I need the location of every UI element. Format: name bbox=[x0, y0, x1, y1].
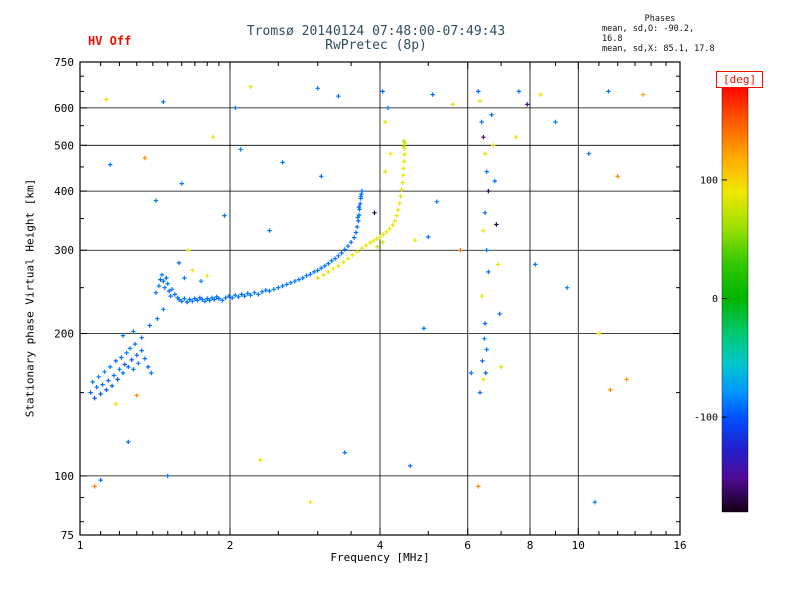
x-axis-label: Frequency [MHz] bbox=[330, 551, 430, 564]
svg-text:1: 1 bbox=[77, 539, 84, 552]
phases-label: Phases bbox=[644, 14, 676, 24]
svg-text:6: 6 bbox=[464, 539, 471, 552]
svg-text:75: 75 bbox=[61, 529, 74, 542]
plot-subtitle: RwPretec (8p) bbox=[325, 38, 427, 53]
phases-x-stats: mean, sd,X: 85.1, 17.8 bbox=[602, 44, 715, 54]
svg-text:100: 100 bbox=[700, 175, 718, 186]
axis-ticks bbox=[79, 61, 681, 536]
tick-labels: 1 2 4 6 8 10 16 75 100 200 300 400 500 600 750 bbox=[54, 56, 687, 552]
scatter-points bbox=[88, 84, 646, 505]
phases-stats: Phases mean, sd,O: -90.2, 16.8 mean, sd,… bbox=[602, 14, 718, 54]
plot-title: Tromsø 20140124 07:48:00-07:49:43 bbox=[246, 24, 506, 39]
colorbar-ticks: 100 0 -100 bbox=[694, 175, 727, 424]
svg-text:16: 16 bbox=[673, 539, 686, 552]
svg-text:600: 600 bbox=[54, 102, 74, 115]
y-axis-label: Stationary phase Virtual Height [km] bbox=[23, 178, 37, 418]
svg-text:-100: -100 bbox=[694, 413, 718, 424]
svg-text:500: 500 bbox=[54, 139, 74, 152]
svg-text:0: 0 bbox=[712, 294, 718, 305]
svg-text:2: 2 bbox=[227, 539, 234, 552]
svg-text:8: 8 bbox=[527, 539, 534, 552]
svg-text:4: 4 bbox=[377, 539, 384, 552]
svg-text:10: 10 bbox=[572, 539, 585, 552]
svg-text:750: 750 bbox=[54, 56, 74, 69]
hv-status: HV Off bbox=[88, 34, 132, 48]
svg-text:400: 400 bbox=[54, 185, 74, 198]
svg-text:300: 300 bbox=[54, 244, 74, 257]
svg-text:200: 200 bbox=[54, 328, 74, 341]
colorbar-unit-label: [deg] bbox=[716, 71, 764, 88]
svg-text:100: 100 bbox=[54, 470, 74, 483]
gridlines bbox=[80, 62, 680, 535]
phases-o-stats: mean, sd,O: -90.2, 16.8 bbox=[602, 24, 695, 44]
